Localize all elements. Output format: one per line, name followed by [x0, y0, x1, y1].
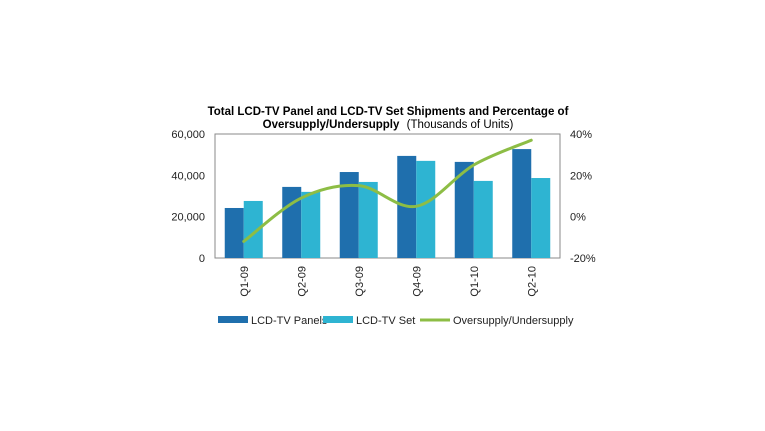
- bar-lcd-tv-panels: [512, 149, 532, 258]
- legend-label: LCD-TV Set: [356, 315, 415, 327]
- bar-lcd-tv-set: [301, 191, 321, 258]
- left-tick-label: 40,000: [171, 170, 205, 182]
- x-tick-label: Q3-09: [354, 266, 366, 297]
- x-tick-label: Q1-10: [469, 266, 481, 297]
- right-tick-label: -20%: [570, 253, 596, 265]
- chart-title-line2: Oversupply/Undersupply (Thousands of Uni…: [263, 119, 514, 131]
- x-tick-label: Q2-09: [296, 266, 308, 297]
- right-axis: -20% 0% 20% 40%: [570, 129, 596, 265]
- bar-lcd-tv-set: [358, 181, 378, 258]
- legend-label: Oversupply/Undersupply: [453, 315, 574, 327]
- x-axis: Q1-09 Q2-09 Q3-09 Q4-09 Q1-10 Q2-10: [239, 266, 539, 297]
- right-tick-label: 40%: [570, 129, 592, 141]
- left-tick-label: 0: [199, 253, 205, 265]
- left-tick-label: 20,000: [171, 212, 205, 224]
- line-oversupply-undersupply: [242, 138, 533, 243]
- bars: [224, 149, 551, 258]
- legend-label: LCD-TV Panels: [251, 315, 328, 327]
- x-tick-label: Q1-09: [239, 266, 251, 297]
- legend-swatch: [218, 316, 248, 323]
- bar-lcd-tv-set: [531, 178, 551, 258]
- legend-swatch: [323, 316, 353, 323]
- bar-lcd-tv-panels: [282, 186, 302, 258]
- chart-title-units: (Thousands of Units): [407, 119, 514, 131]
- x-tick-label: Q2-10: [526, 266, 538, 297]
- line-series: [242, 138, 533, 243]
- left-axis: 0 20,000 40,000 60,000: [171, 129, 205, 265]
- right-tick-label: 20%: [570, 170, 592, 182]
- legend: LCD-TV Panels LCD-TV Set Oversupply/Unders…: [218, 315, 574, 327]
- chart-title-bold: Oversupply/Undersupply: [263, 119, 400, 131]
- bar-lcd-tv-panels: [339, 172, 359, 258]
- bar-lcd-tv-set: [473, 180, 493, 258]
- chart-title-line1: Total LCD-TV Panel and LCD-TV Set Shipme…: [208, 106, 569, 118]
- left-tick-label: 60,000: [171, 129, 205, 141]
- bar-lcd-tv-set: [416, 160, 436, 258]
- x-tick-label: Q4-09: [411, 266, 423, 297]
- plot-area: [214, 133, 561, 259]
- bar-lcd-tv-set: [243, 200, 263, 258]
- bar-lcd-tv-panels: [454, 161, 474, 258]
- right-tick-label: 0%: [570, 212, 586, 224]
- bar-lcd-tv-panels: [224, 207, 244, 258]
